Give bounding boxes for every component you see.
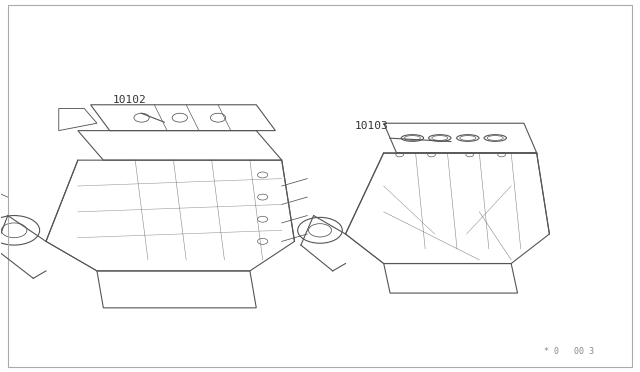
Text: 10102: 10102	[113, 95, 147, 105]
Text: 10103: 10103	[355, 121, 388, 131]
Text: * 0   00 3: * 0 00 3	[544, 347, 594, 356]
